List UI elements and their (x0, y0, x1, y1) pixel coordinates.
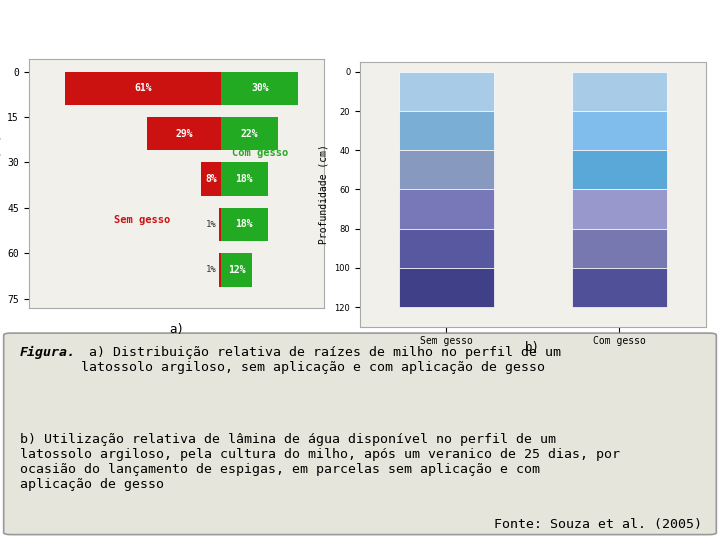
Text: 22%: 22% (240, 129, 258, 139)
Text: Com gesso: Com gesso (232, 148, 288, 158)
Bar (221, 117, 278, 150)
Text: Emprego do Gesso Agrícola: Emprego do Gesso Agrícola (10, 15, 238, 31)
Bar (399, 150, 494, 190)
Bar (221, 208, 268, 241)
Bar (399, 268, 494, 307)
Bar (572, 72, 667, 111)
Text: b) Utilização relativa de lâmina de água disponível no perfil de um
latossolo ar: b) Utilização relativa de lâmina de água… (20, 433, 620, 491)
Bar (399, 229, 494, 268)
Bar (147, 117, 221, 150)
Text: Sem gesso: Sem gesso (114, 215, 170, 225)
Text: b): b) (526, 341, 540, 354)
Bar (572, 229, 667, 268)
Bar (399, 72, 494, 111)
Bar (221, 253, 252, 287)
Text: 8%: 8% (205, 174, 217, 184)
Bar (219, 208, 221, 241)
Text: 1%: 1% (205, 220, 216, 229)
Text: 30%: 30% (251, 83, 269, 93)
Text: a) Distribuição relativa de raízes de milho no perfil de um
latossolo argiloso, : a) Distribuição relativa de raízes de mi… (81, 346, 562, 374)
Text: Figura.: Figura. (20, 346, 76, 359)
Text: a): a) (169, 322, 184, 336)
Bar (399, 111, 494, 150)
Text: 29%: 29% (175, 129, 193, 139)
FancyBboxPatch shape (4, 333, 716, 535)
Bar (399, 190, 494, 229)
Text: 1%: 1% (205, 266, 216, 274)
Bar (572, 190, 667, 229)
Text: 61%: 61% (134, 83, 152, 93)
Bar (221, 163, 268, 195)
Text: 18%: 18% (235, 219, 253, 230)
Bar (221, 71, 298, 105)
Bar (572, 111, 667, 150)
Bar (219, 253, 221, 287)
Text: 18%: 18% (235, 174, 253, 184)
Text: 12%: 12% (228, 265, 246, 275)
Bar (201, 163, 221, 195)
Text: Fonte: Souza et al. (2005): Fonte: Souza et al. (2005) (494, 517, 702, 530)
Bar (65, 71, 221, 105)
Y-axis label: Profundidade (cm): Profundidade (cm) (0, 134, 1, 233)
Bar (572, 150, 667, 190)
Bar (572, 268, 667, 307)
Text: Correção de camadas subsuperficiais: Correção de camadas subsuperficiais (361, 14, 711, 32)
Y-axis label: Profundidade (cm): Profundidade (cm) (319, 145, 329, 244)
